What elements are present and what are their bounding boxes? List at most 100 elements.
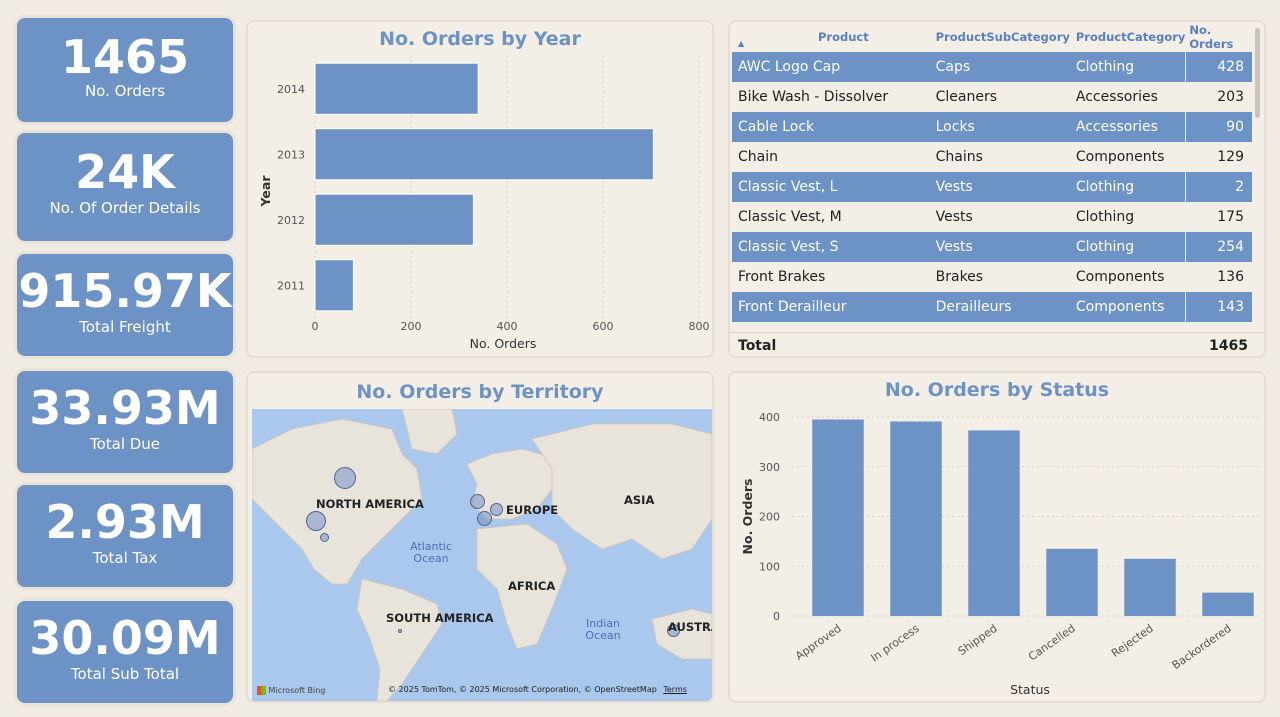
bar[interactable] <box>1046 548 1098 616</box>
land-north-america <box>252 418 423 585</box>
table-row[interactable]: Chain Chains Components 129 <box>732 142 1252 172</box>
kpi-label: Total Sub Total <box>70 665 180 683</box>
table-cell: 136 <box>1217 269 1244 285</box>
table-row[interactable]: Classic Vest, L Vests Clothing 2 <box>732 172 1252 202</box>
bar[interactable] <box>314 259 354 312</box>
land-south-america <box>356 578 443 701</box>
x-tick-label: Approved <box>793 622 844 663</box>
table-cell: Components <box>1075 149 1165 165</box>
bar[interactable] <box>812 419 864 616</box>
x-tick-label: Shipped <box>956 622 1000 658</box>
y-tick-label: 0 <box>773 610 780 623</box>
map-bubble[interactable] <box>470 494 485 509</box>
table-cell: Front Brakes <box>738 269 826 285</box>
x-tick-label: 400 <box>497 320 518 333</box>
table-cell: Caps <box>929 52 1070 82</box>
kpi-card-subtotal: 30.09M Total Sub Total <box>17 601 233 703</box>
y-tick-label: 2014 <box>277 83 305 96</box>
table-cell: Clothing <box>1069 172 1186 202</box>
map-label-africa: AFRICA <box>508 579 556 593</box>
col-header-product[interactable]: Product ▲ <box>738 30 869 48</box>
table-cell: Accessories <box>1075 89 1158 105</box>
map-bubble[interactable] <box>334 467 356 489</box>
y-tick-label: 2011 <box>277 279 305 292</box>
chart-title: No. Orders by Year <box>379 28 581 50</box>
x-axis-label: No. Orders <box>470 336 537 351</box>
chart-title: No. Orders by Status <box>884 379 1110 401</box>
table-cell: Components <box>1075 269 1165 285</box>
kpi-card-orders: 1465 No. Orders <box>17 18 233 122</box>
table-cell: Chains <box>935 149 983 165</box>
bar[interactable] <box>314 62 479 115</box>
y-axis-label: Year <box>258 175 273 208</box>
table-row[interactable]: Classic Vest, M Vests Clothing 175 <box>732 202 1252 232</box>
map-label-south-america: SOUTH AMERICA <box>386 611 494 625</box>
kpi-value: 915.97K <box>18 264 232 318</box>
table-cell: Vests <box>929 232 1070 262</box>
table-row[interactable]: Front Brakes Brakes Components 136 <box>732 262 1252 292</box>
table-cell: 90 <box>1184 112 1252 142</box>
bar[interactable] <box>1202 592 1254 616</box>
bar[interactable] <box>1124 558 1176 616</box>
product-table-panel: Product ▲ ProductSubCategory ProductCate… <box>728 20 1266 358</box>
land-australia <box>651 608 712 660</box>
x-tick-label: 800 <box>689 320 710 333</box>
kpi-label: Total Tax <box>92 549 158 567</box>
map-label-north-america: NORTH AMERICA <box>316 497 424 511</box>
table-cell: Accessories <box>1069 112 1186 142</box>
map-label-asia: ASIA <box>624 493 655 507</box>
table-row[interactable]: AWC Logo Cap Caps Clothing 428 <box>732 52 1252 82</box>
x-tick-label: 600 <box>593 320 614 333</box>
table-row[interactable]: Front Derailleur Derailleurs Components 143 <box>732 292 1252 322</box>
map-bubble[interactable] <box>320 533 329 542</box>
table-cell: 203 <box>1217 89 1244 105</box>
map-label-europe: EUROPE <box>506 503 559 517</box>
col-header-orders[interactable]: No. Orders <box>1189 23 1234 51</box>
table-row[interactable]: Classic Vest, S Vests Clothing 254 <box>732 232 1252 262</box>
map-terms-link[interactable]: Terms <box>663 685 687 694</box>
map-ocean-indian: Indian Ocean <box>585 617 621 642</box>
map-bubble[interactable] <box>490 503 503 516</box>
bar[interactable] <box>314 193 474 246</box>
table-cell: Brakes <box>935 269 984 285</box>
map-attribution: © 2025 TomTom, © 2025 Microsoft Corporat… <box>388 685 687 694</box>
bar[interactable] <box>890 421 942 616</box>
col-header-subcategory[interactable]: ProductSubCategory <box>935 30 1070 44</box>
map-bubble[interactable] <box>477 511 492 526</box>
table-total-row: Total 1465 <box>730 332 1264 356</box>
col-header-category[interactable]: ProductCategory <box>1075 30 1186 44</box>
kpi-value: 1465 <box>60 30 190 84</box>
y-tick-label: 2012 <box>277 214 305 227</box>
y-tick-label: 100 <box>759 560 780 573</box>
sort-ascending-icon[interactable]: ▲ <box>738 39 745 48</box>
microsoft-logo-icon <box>257 686 266 695</box>
bar[interactable] <box>314 128 654 181</box>
table-cell: 129 <box>1217 149 1244 165</box>
x-axis-label: Status <box>1010 682 1050 697</box>
kpi-card-order-details: 24K No. Of Order Details <box>17 133 233 241</box>
table-cell: Locks <box>929 112 1070 142</box>
land-africa <box>476 523 568 650</box>
kpi-label: No. Of Order Details <box>49 199 201 217</box>
table-scrollbar[interactable] <box>1255 28 1260 118</box>
kpi-card-freight: 915.97K Total Freight <box>17 254 233 356</box>
map-bubble[interactable] <box>306 511 326 531</box>
table-cell: Classic Vest, S <box>732 232 930 262</box>
kpi-value: 30.09M <box>29 611 221 665</box>
table-row[interactable]: Cable Lock Locks Accessories 90 <box>732 112 1252 142</box>
table-cell: Vests <box>935 209 973 225</box>
territory-map-panel: No. Orders by Territory NORTH AMERICA EU… <box>246 371 714 703</box>
table-cell: 254 <box>1184 232 1252 262</box>
table-cell: Components <box>1069 292 1186 322</box>
map-bubble[interactable] <box>398 629 402 633</box>
table-cell: Classic Vest, M <box>738 209 842 225</box>
table-cell: 428 <box>1184 52 1252 82</box>
map-bubble[interactable] <box>667 624 680 637</box>
table-row[interactable]: Bike Wash - Dissolver Cleaners Accessories… <box>732 82 1252 112</box>
bar[interactable] <box>968 430 1020 616</box>
land-greenland <box>401 409 458 455</box>
territory-map[interactable]: NORTH AMERICA EUROPE ASIA AFRICA SOUTH A… <box>252 409 712 701</box>
map-landmass <box>252 409 712 701</box>
total-label: Total <box>738 338 777 354</box>
x-tick-label: Rejected <box>1109 622 1156 660</box>
